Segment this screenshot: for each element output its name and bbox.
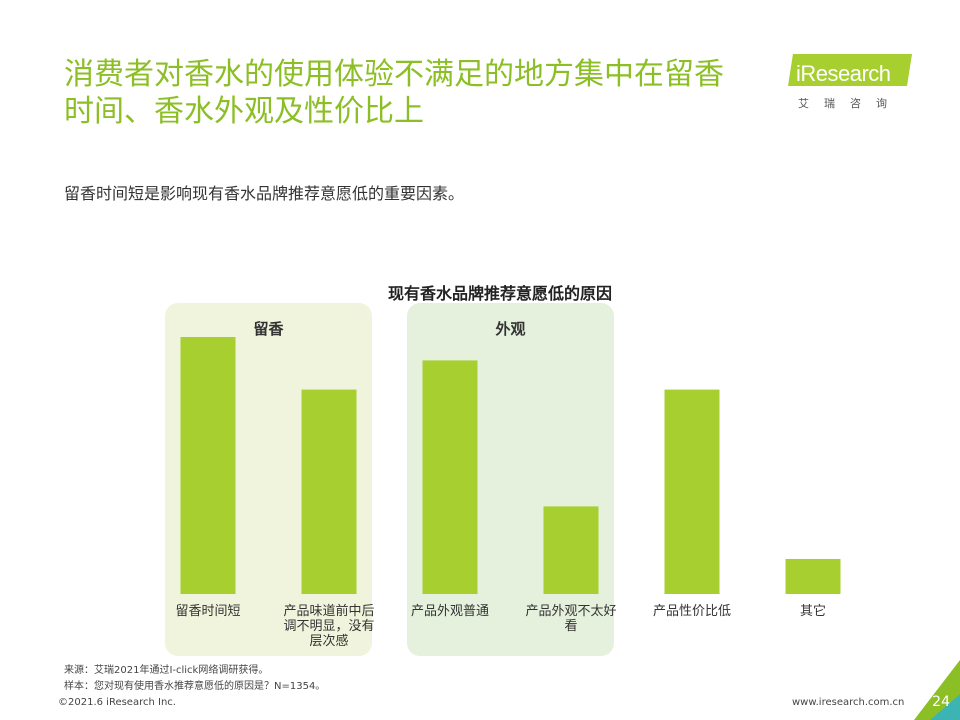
source-note: 来源：艾瑞2021年通过I-click网络调研获得。 — [64, 665, 269, 676]
category-label: 留香时间短 — [175, 604, 240, 619]
bar — [664, 389, 720, 594]
bar — [785, 558, 841, 594]
page-title-line-1: 消费者对香水的使用体验不满足的地方集中在留香 — [64, 57, 724, 92]
category-label: 其它 — [800, 603, 826, 619]
category-label: 产品味道前中后调不明显，没有层次感 — [283, 603, 374, 649]
bar — [180, 337, 236, 594]
logo-brand-text: iResearch — [796, 61, 891, 86]
sample-note: 样本：您对现有使用香水推荐意愿低的原因是？N=1354。 — [64, 681, 326, 692]
page-title: 消费者对香水的使用体验不满足的地方集中在留香 时间、香水外观及性价比上 — [64, 56, 784, 130]
group-label: 留香 — [253, 320, 283, 338]
page-number: 24 — [932, 694, 950, 710]
footer-url[interactable]: www.iresearch.com.cn — [792, 697, 905, 708]
iresearch-logo: iResearch 艾瑞咨询 — [788, 48, 918, 118]
logo-badge: iResearch — [788, 54, 912, 86]
copyright: ©2021.6 iResearch Inc. — [58, 697, 176, 708]
group-label: 外观 — [494, 320, 525, 338]
page-title-line-2: 时间、香水外观及性价比上 — [64, 94, 424, 129]
bar — [301, 389, 357, 594]
category-label: 产品外观不太好看 — [525, 604, 616, 634]
bar — [543, 506, 599, 594]
category-label: 产品外观普通 — [411, 604, 489, 619]
chart-title: 现有香水品牌推荐意愿低的原因 — [387, 284, 612, 303]
page-subtitle: 留香时间短是影响现有香水品牌推荐意愿低的重要因素。 — [64, 184, 465, 203]
logo-cn-text: 艾瑞咨询 — [798, 97, 902, 110]
category-label: 产品性价比低 — [653, 604, 731, 619]
bar — [422, 360, 478, 594]
